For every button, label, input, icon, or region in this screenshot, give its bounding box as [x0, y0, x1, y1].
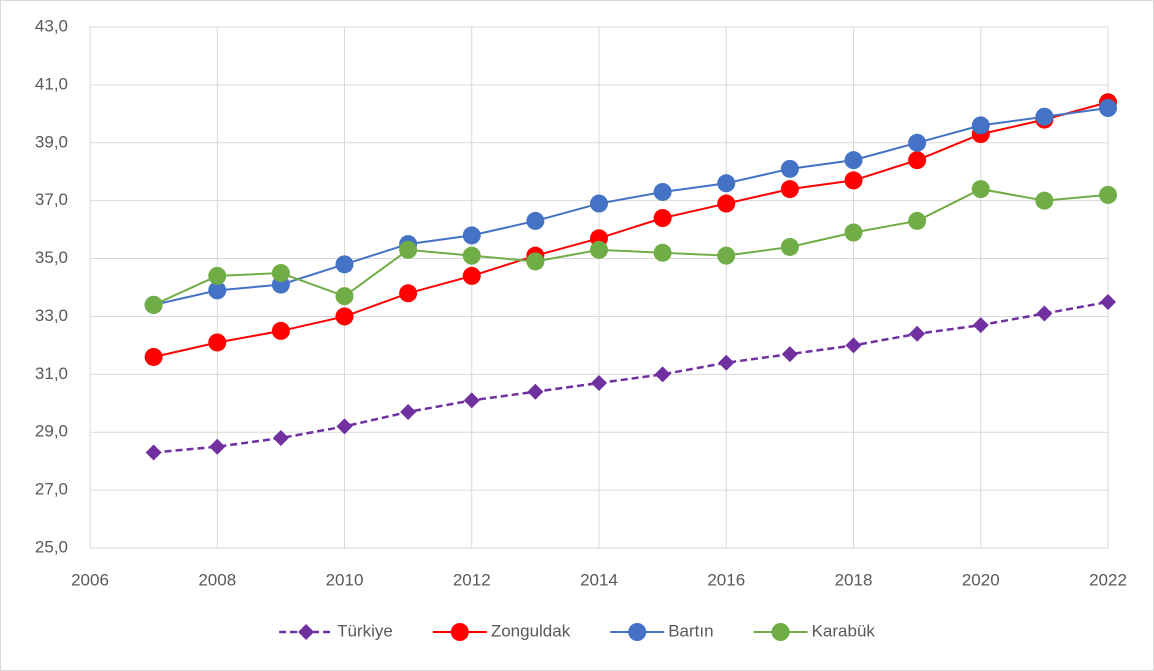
- data-point: [1036, 305, 1053, 322]
- data-point: [717, 174, 736, 193]
- data-point: [145, 444, 162, 461]
- y-tick-label: 43,0: [35, 16, 68, 35]
- legend-marker: [771, 623, 790, 641]
- data-point: [718, 354, 735, 371]
- data-point: [208, 266, 227, 285]
- data-point: [908, 133, 927, 152]
- legend-marker: [298, 624, 315, 640]
- data-point: [1099, 185, 1117, 204]
- data-point: [780, 180, 799, 199]
- data-point: [653, 243, 672, 262]
- data-point: [336, 418, 353, 435]
- data-point: [590, 194, 608, 213]
- data-point: [844, 223, 863, 242]
- y-tick-label: 29,0: [35, 422, 68, 441]
- legend-marker: [628, 623, 647, 641]
- data-point: [908, 151, 927, 170]
- data-point: [335, 287, 354, 306]
- x-tick-label: 2006: [71, 570, 109, 589]
- x-tick-label: 2022: [1089, 570, 1127, 589]
- data-point: [144, 347, 163, 366]
- data-point: [271, 321, 290, 340]
- legend-label: Zonguldak: [491, 621, 571, 640]
- x-tick-label: 2014: [580, 570, 618, 589]
- data-point: [845, 337, 862, 354]
- data-point: [144, 295, 163, 314]
- data-point: [1035, 191, 1054, 210]
- data-point: [335, 307, 354, 326]
- data-point: [526, 252, 545, 271]
- data-point: [208, 333, 227, 352]
- y-tick-label: 27,0: [35, 480, 68, 499]
- data-point: [399, 284, 418, 303]
- legend: Türkiye Zonguldak Bartın Karabük: [279, 621, 875, 641]
- data-point: [462, 226, 481, 245]
- x-tick-label: 2008: [198, 570, 236, 589]
- data-point: [717, 246, 736, 265]
- data-point: [399, 240, 418, 259]
- y-tick-label: 31,0: [35, 364, 68, 383]
- data-point: [335, 255, 354, 274]
- data-point: [463, 392, 480, 409]
- data-point: [271, 264, 290, 283]
- data-point: [590, 240, 608, 259]
- x-tick-label: 2012: [453, 570, 491, 589]
- series-line: [153, 101, 1109, 358]
- y-tick-label: 39,0: [35, 132, 68, 151]
- y-tick-label: 33,0: [35, 306, 68, 325]
- series-line: [153, 107, 1109, 306]
- data-point: [591, 375, 607, 392]
- data-point: [653, 182, 672, 201]
- data-point: [1099, 99, 1117, 118]
- series-line: [153, 300, 1109, 454]
- legend-marker: [450, 623, 469, 641]
- series-line: [153, 188, 1109, 306]
- data-point: [272, 430, 289, 447]
- data-point: [780, 159, 799, 178]
- legend-label: Türkiye: [337, 621, 393, 640]
- data-point: [462, 266, 481, 285]
- x-tick-label: 2018: [835, 570, 873, 589]
- data-point: [526, 211, 545, 230]
- x-tick-label: 2020: [962, 570, 1000, 589]
- data-point: [781, 346, 798, 363]
- data-point: [717, 194, 736, 213]
- legend-label: Bartın: [668, 621, 713, 640]
- data-point: [400, 403, 417, 420]
- legend-label: Karabük: [812, 621, 876, 640]
- data-point: [527, 383, 544, 400]
- data-point: [971, 116, 990, 135]
- data-point: [1035, 107, 1054, 126]
- data-point: [844, 171, 863, 190]
- data-point: [780, 237, 799, 256]
- data-point: [462, 246, 481, 265]
- data-point: [971, 180, 990, 199]
- x-tick-label: 2010: [326, 570, 364, 589]
- data-point: [654, 366, 671, 383]
- x-tick-label: 2016: [707, 570, 745, 589]
- y-tick-label: 35,0: [35, 248, 68, 267]
- data-point: [908, 211, 927, 230]
- data-point: [1100, 293, 1116, 310]
- data-point: [972, 317, 989, 334]
- y-tick-label: 25,0: [35, 537, 68, 556]
- data-point: [844, 151, 863, 170]
- y-tick-label: 37,0: [35, 190, 68, 209]
- data-point: [653, 209, 672, 228]
- data-point: [208, 281, 227, 300]
- data-point: [909, 325, 926, 342]
- data-point: [209, 438, 226, 455]
- y-tick-label: 41,0: [35, 74, 68, 93]
